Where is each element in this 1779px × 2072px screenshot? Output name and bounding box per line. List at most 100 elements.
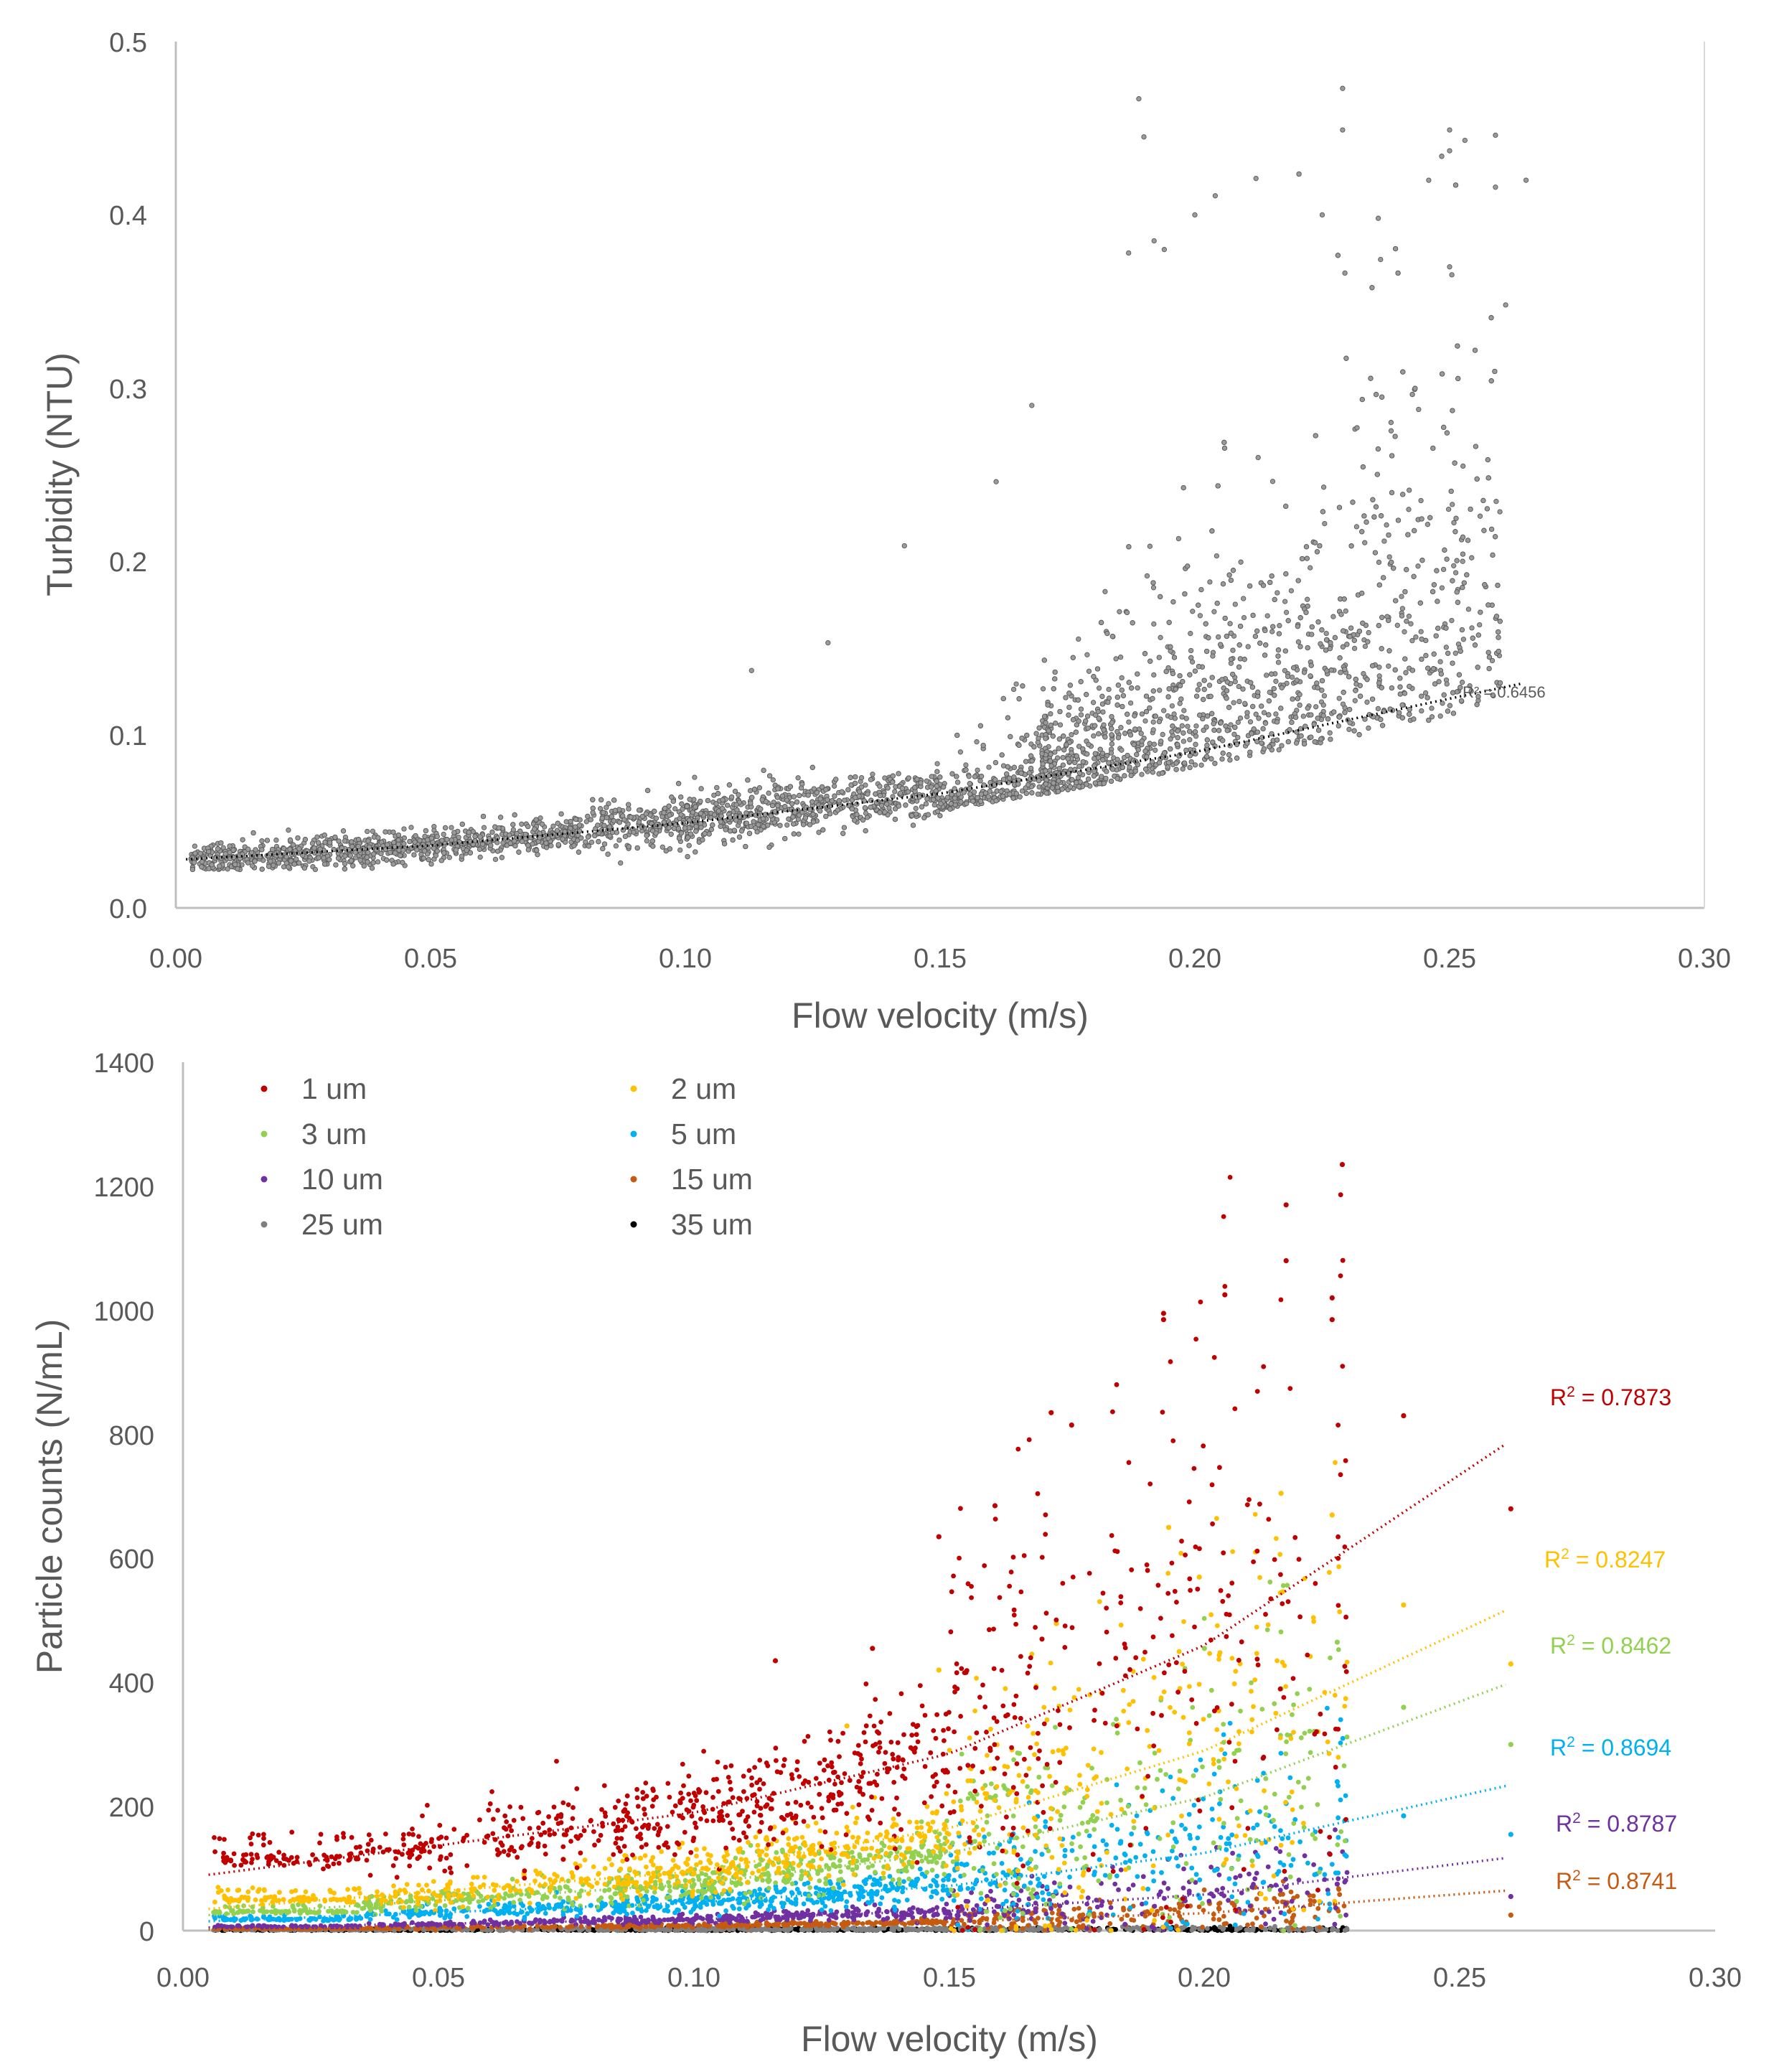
turbidity-point [423,828,429,834]
turbidity-point [1156,655,1162,660]
turbidity-point [1234,741,1240,747]
turbidity-point [1231,731,1237,737]
turbidity-point [1170,599,1176,605]
turbidity-point [680,806,685,812]
turbidity-point [342,861,348,867]
turbidity-point [842,797,848,803]
turbidity-point [1392,433,1398,439]
turbidity-point [848,774,853,780]
turbidity-point [912,784,918,790]
turbidity-point [1114,760,1119,767]
turbidity-point [1399,613,1405,619]
turbidity-point [626,844,632,850]
turbidity-point [1273,678,1279,684]
turbidity-point [1247,719,1254,725]
turbidity-point [1485,602,1491,608]
turbidity-point [1375,705,1381,712]
turbidity-point [1036,725,1042,731]
turbidity-point [1359,396,1365,403]
turbidity-point [975,767,980,773]
turbidity-point [760,816,766,822]
turbidity-point [1015,781,1021,787]
turbidity-point [1080,746,1086,752]
turbidity-point [1418,497,1424,504]
turbidity-point [1168,644,1173,650]
turbidity-point [1320,509,1326,515]
turbidity-point [1220,738,1226,744]
turbidity-point [831,783,837,789]
turbidity-point [1178,696,1184,702]
turbidity-point [1188,759,1194,765]
turbidity-point [1056,746,1061,751]
turbidity-point [1078,712,1084,718]
turbidity-point [732,788,738,794]
turbidity-point [934,783,940,789]
turbidity-point [1177,700,1183,706]
turbidity-point [1407,487,1412,493]
turbidity-point [1452,570,1459,576]
turbidity-point [1114,694,1120,700]
turbidity-point [1232,601,1238,607]
turbidity-point [1496,629,1501,635]
turbidity-point [1188,631,1193,637]
turbidity-point [925,812,931,817]
turbidity-point [1313,433,1318,439]
turbidity-point [1412,528,1417,534]
turbidity-point [1228,630,1234,636]
turbidity-point [1455,599,1461,605]
turbidity-point [1485,456,1491,463]
turbidity-point [1411,716,1417,722]
turbidity-point [525,843,531,848]
turbidity-point [385,842,390,848]
turbidity-point [1259,703,1264,709]
turbidity-point [1386,532,1391,538]
turbidity-point [1200,716,1206,722]
turbidity-point [1443,644,1449,650]
turbidity-point [1227,757,1233,763]
turbidity-point [1043,768,1048,774]
turbidity-point [1396,710,1402,716]
turbidity-point [382,829,388,835]
turbidity-point [817,796,823,802]
turbidity-point [777,822,783,828]
turbidity-point [1397,675,1403,681]
turbidity-point [1000,695,1006,702]
turbidity-point [1497,509,1503,515]
turbidity-point [1158,634,1163,640]
turbidity-point [1196,682,1202,688]
turbidity-point [1368,375,1374,381]
turbidity-point [1256,716,1262,721]
turbidity-point [1493,614,1500,619]
turbidity-point [1235,719,1241,726]
turbidity-point [1275,647,1282,653]
turbidity-point [1180,484,1186,491]
turbidity-point [811,786,817,792]
turbidity-point [1236,642,1242,648]
turbidity-point [1260,583,1267,589]
turbidity-point [978,774,985,779]
turbidity-point [1312,540,1318,545]
turbidity-point [365,838,371,844]
turbidity-point [1048,722,1054,728]
turbidity-point [357,857,363,863]
turbidity-point [1450,578,1455,583]
turbidity-point [1048,711,1053,717]
turbidity-point [906,775,911,781]
turbidity-point [1490,552,1496,558]
turbidity-point [1214,553,1220,559]
turbidity-point [841,825,848,830]
turbidity-point [1024,732,1030,739]
turbidity-point [1376,680,1382,686]
turbidity-point [1431,582,1437,588]
turbidity-point [604,805,609,810]
turbidity-point [1097,781,1102,787]
turbidity-point [1314,549,1320,555]
turbidity-point [554,828,560,833]
turbidity-point [1220,750,1226,756]
turbidity-point [1025,782,1031,788]
turbidity-point [1348,625,1354,631]
turbidity-point [1150,688,1156,694]
turbidity-point [660,844,665,850]
turbidity-point [507,832,512,838]
turbidity-point [1206,683,1213,688]
